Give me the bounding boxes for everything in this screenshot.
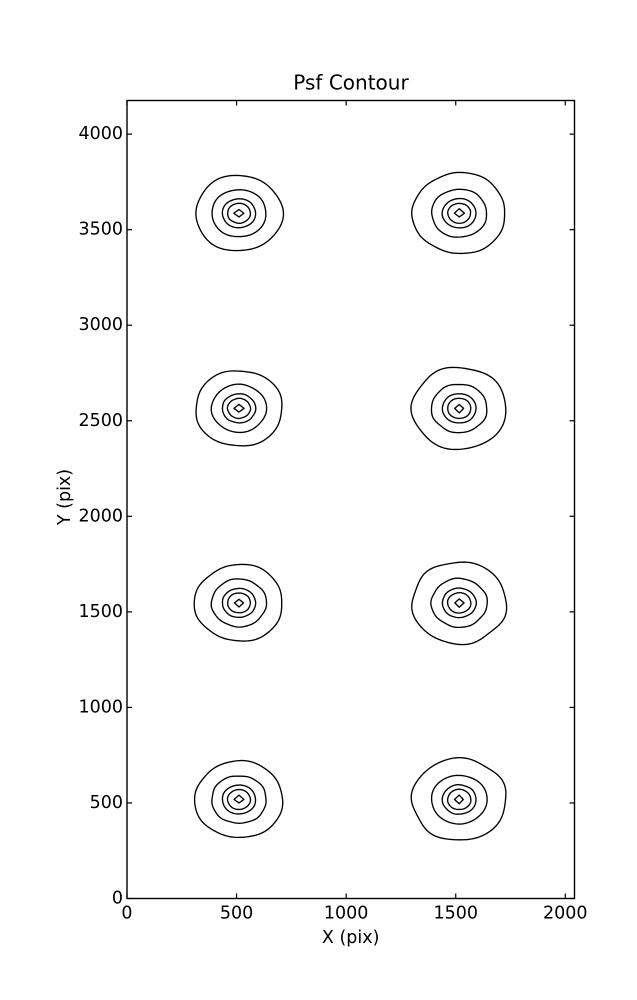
- contour-ring: [233, 208, 245, 218]
- x-tick-label: 1000: [324, 904, 369, 924]
- contour-ring: [211, 775, 267, 824]
- x-tick-label: 500: [220, 904, 253, 924]
- y-tick-label: 2500: [78, 411, 123, 431]
- contour-ring: [226, 397, 252, 420]
- contour-ring: [210, 578, 268, 628]
- psf-contour-blob: [410, 366, 507, 451]
- y-tick-label: 1000: [78, 697, 123, 717]
- y-tick-label: 0: [112, 889, 123, 909]
- y-tick-label: 500: [90, 793, 123, 813]
- contour-ring: [221, 587, 257, 619]
- psf-contour-blob: [195, 370, 283, 447]
- contour-ring: [411, 171, 506, 255]
- contour-ring: [233, 598, 245, 608]
- y-tick-label: 1500: [78, 602, 123, 622]
- contour-ring: [195, 174, 285, 252]
- contour-ring: [447, 397, 472, 420]
- contour-ring: [453, 208, 466, 218]
- contour-ring: [211, 189, 267, 238]
- contour-ring: [221, 784, 257, 815]
- contour-ring: [410, 366, 507, 451]
- contour-ring: [454, 598, 465, 608]
- axis-tick-labels: 0 500 1000 1500 2000 0 500 1000 1500 2000 2500 3000…: [78, 124, 587, 923]
- contour-ring: [233, 403, 245, 413]
- psf-contour-blob: [193, 563, 283, 642]
- y-tick-label: 2000: [78, 506, 123, 526]
- contour-ring: [453, 794, 464, 805]
- x-tick-label: 1500: [433, 904, 478, 924]
- contour-ring: [441, 587, 478, 619]
- contour-ring: [430, 383, 488, 434]
- contour-ring: [446, 592, 472, 614]
- psf-contour-blob: [195, 174, 285, 252]
- contour-ring: [430, 577, 488, 629]
- y-tick-label: 4000: [78, 124, 123, 144]
- contour-ring: [193, 563, 283, 642]
- contour-ring: [430, 188, 488, 238]
- contour-ring: [454, 403, 465, 414]
- psf-contour-blob: [411, 171, 506, 255]
- contour-ring: [441, 197, 477, 229]
- contour-ring: [447, 202, 472, 224]
- contour-lines: [193, 171, 508, 841]
- contour-ring: [411, 561, 508, 646]
- psf-contour-blob: [410, 756, 507, 841]
- contour-ring: [226, 788, 252, 811]
- x-axis-label: X (pix): [322, 928, 380, 948]
- contour-ring: [441, 393, 477, 424]
- psf-contour-blob: [411, 561, 508, 646]
- psf-contour-blob: [193, 759, 284, 839]
- contour-ring: [441, 784, 477, 815]
- x-tick-label: 2000: [543, 904, 588, 924]
- y-axis-label: Y (pix): [55, 469, 75, 526]
- contour-ring: [430, 774, 488, 825]
- contour-ring: [410, 756, 507, 841]
- contour-ring: [221, 198, 257, 229]
- contour-ring: [210, 383, 268, 434]
- chart-title: Psf Contour: [293, 71, 409, 95]
- contour-ring: [446, 788, 472, 811]
- contour-ring: [233, 794, 245, 804]
- contour-ring: [193, 759, 284, 839]
- axis-ticks: [126, 100, 575, 900]
- contour-ring: [227, 202, 252, 224]
- plot-area: [126, 99, 576, 900]
- y-tick-label: 3000: [78, 315, 123, 335]
- contour-ring: [221, 393, 257, 424]
- x-tick-label: 0: [121, 904, 132, 924]
- y-tick-label: 3500: [78, 220, 123, 240]
- contour-ring: [227, 592, 252, 614]
- contour-ring: [195, 370, 283, 447]
